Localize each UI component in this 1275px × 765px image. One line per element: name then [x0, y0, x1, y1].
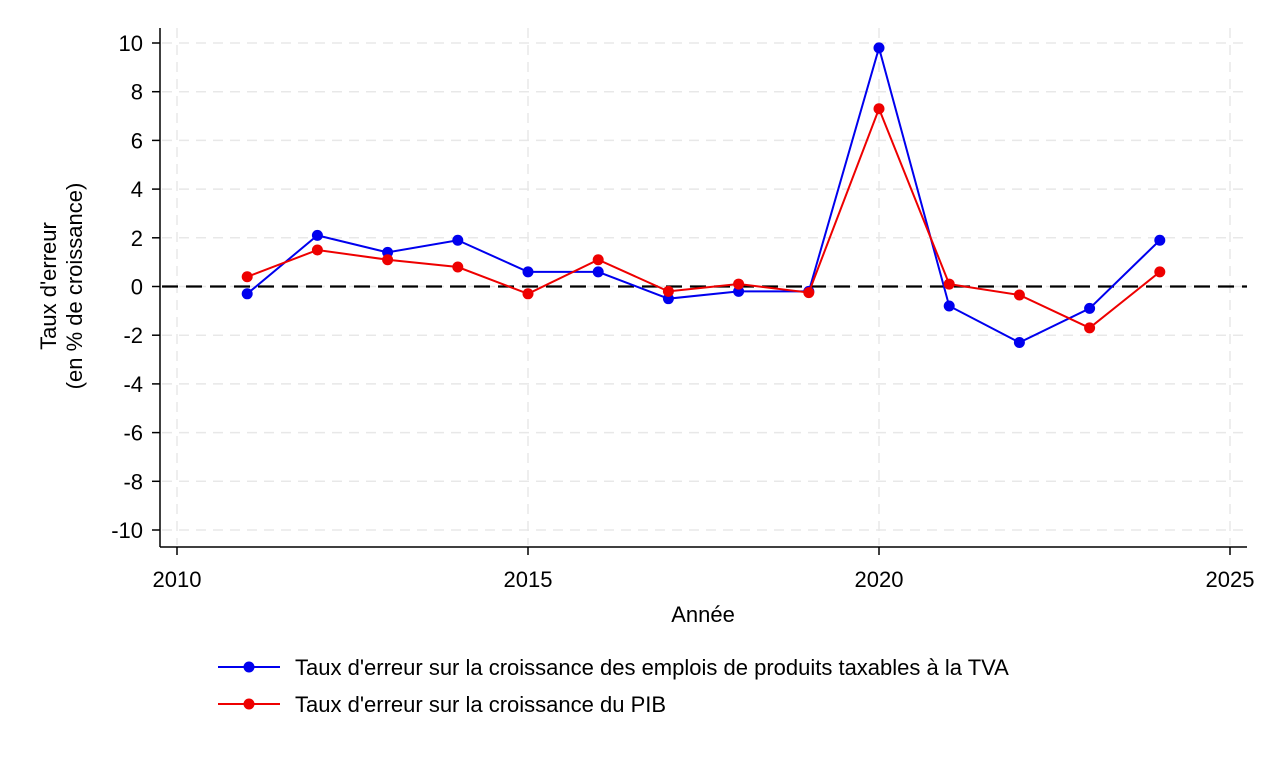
- series-line-1: [246, 44, 1161, 344]
- series-2-point: [803, 287, 815, 299]
- x-axis-title: Année: [671, 602, 735, 627]
- legend-label-1: Taux d'erreur sur la croissance des empl…: [295, 655, 1009, 680]
- y-tick-label: 0: [131, 275, 143, 300]
- series-2-point: [311, 244, 323, 256]
- series-2-point: [733, 278, 745, 290]
- series-2-point: [452, 261, 464, 273]
- x-tick-label: 2015: [504, 567, 553, 592]
- series-1-point: [241, 288, 253, 300]
- y-tick-label: 2: [131, 226, 143, 251]
- y-tick-label: 8: [131, 80, 143, 105]
- series-2-point: [1084, 322, 1096, 334]
- series-1-point: [592, 266, 604, 278]
- legend: Taux d'erreur sur la croissance des empl…: [218, 655, 1009, 717]
- y-tick-label: -10: [111, 518, 143, 543]
- legend-swatch-marker-1: [243, 661, 255, 673]
- axes: [152, 28, 1247, 555]
- series-1-point: [311, 229, 323, 241]
- series-1-point: [873, 42, 885, 54]
- series-2-point: [241, 271, 253, 283]
- series-1-point: [1084, 302, 1096, 314]
- series-2-point: [592, 254, 604, 266]
- series-2-point: [943, 278, 955, 290]
- series-2-point: [1154, 266, 1166, 278]
- y-axis-title-line-1: Taux d'erreur: [36, 222, 61, 350]
- series-1-point: [452, 234, 464, 246]
- series-1-point: [1154, 234, 1166, 246]
- series: [241, 42, 1166, 349]
- x-tick-label: 2025: [1206, 567, 1255, 592]
- series-2-point: [522, 288, 534, 300]
- series-1-point: [943, 300, 955, 312]
- y-tick-label: -8: [123, 469, 143, 494]
- y-tick-label: -4: [123, 372, 143, 397]
- series-2-point: [873, 103, 885, 115]
- y-tick-label: 10: [119, 31, 143, 56]
- series-line-2: [246, 105, 1161, 330]
- series-2-point: [662, 285, 674, 297]
- x-tick-label: 2010: [153, 567, 202, 592]
- legend-label-2: Taux d'erreur sur la croissance du PIB: [295, 692, 666, 717]
- series-2-point: [1013, 289, 1025, 301]
- series-2-point: [382, 254, 394, 266]
- y-tick-label: -2: [123, 323, 143, 348]
- y-tick-label: -6: [123, 421, 143, 446]
- series-1-point: [1013, 337, 1025, 349]
- axis-labels: -10 -8 -6 -4 -2 0 2 4 6 8 10 2010 2015 2020 2025 Année T…: [36, 31, 1254, 627]
- legend-swatch-marker-2: [243, 698, 255, 710]
- y-tick-label: 4: [131, 177, 143, 202]
- x-tick-label: 2020: [855, 567, 904, 592]
- y-tick-label: 6: [131, 128, 143, 153]
- series-1-point: [522, 266, 534, 278]
- y-axis-title-line-2: (en % de croissance): [62, 183, 87, 390]
